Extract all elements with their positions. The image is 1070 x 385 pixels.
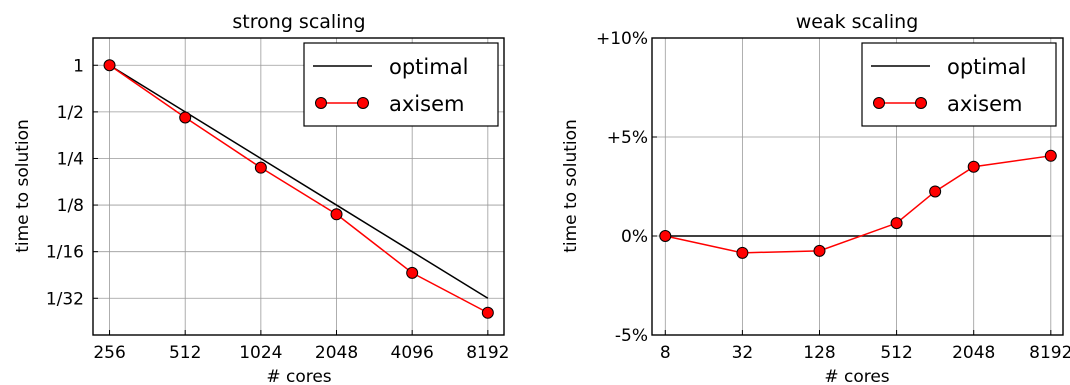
legend-box bbox=[303, 42, 499, 127]
legend-box bbox=[861, 42, 1057, 127]
x-axis-label: # cores bbox=[824, 367, 889, 385]
y-axis-label: time to solution bbox=[13, 119, 33, 253]
chart-title: weak scaling bbox=[796, 11, 919, 33]
x-tick-label: 128 bbox=[803, 343, 835, 363]
legend-optimal-label: optimal bbox=[947, 55, 1026, 79]
data-point-axisem bbox=[254, 161, 267, 174]
data-point-axisem bbox=[813, 244, 826, 257]
y-tick-label: 0% bbox=[621, 227, 648, 247]
data-point-axisem bbox=[481, 306, 494, 319]
series-line-optimal bbox=[109, 64, 489, 299]
y-tick-label: 1/32 bbox=[46, 289, 84, 309]
x-tick-label: 8192 bbox=[1029, 343, 1070, 363]
legend: optimal axisem bbox=[861, 42, 1057, 127]
data-point-axisem bbox=[103, 59, 116, 72]
x-tick-label: 1024 bbox=[239, 343, 282, 363]
y-tick-label: 1 bbox=[73, 56, 84, 76]
y-tick-label: +5% bbox=[607, 128, 648, 148]
y-tick-label: 1/2 bbox=[57, 103, 84, 123]
legend-axisem-label: axisem bbox=[947, 92, 1022, 116]
x-tick-label: 512 bbox=[880, 343, 912, 363]
x-tick-label: 8 bbox=[660, 343, 671, 363]
data-point-axisem bbox=[179, 111, 192, 124]
x-tick-label: 32 bbox=[732, 343, 754, 363]
weak-scaling-chart: weak scaling 8 32 128 512 2048 8192 -5% 0% +5% +1… bbox=[561, 11, 1070, 385]
data-point-axisem bbox=[736, 246, 749, 259]
data-point-axisem bbox=[929, 185, 942, 198]
series-line-axisem bbox=[665, 155, 1051, 254]
data-point-axisem bbox=[1044, 149, 1057, 162]
legend-axisem-marker bbox=[873, 97, 885, 109]
x-tick-label: 2048 bbox=[952, 343, 995, 363]
plot-frame bbox=[651, 37, 1064, 336]
legend-optimal-label: optimal bbox=[389, 55, 468, 79]
legend-axisem-label: axisem bbox=[389, 92, 464, 116]
legend: optimal axisem bbox=[303, 42, 499, 127]
data-point-axisem bbox=[967, 160, 980, 173]
legend-axisem-marker bbox=[357, 97, 369, 109]
data-point-axisem bbox=[330, 208, 343, 221]
x-tick-label: 256 bbox=[93, 343, 125, 363]
y-tick-label: -5% bbox=[615, 326, 648, 346]
legend-axisem-marker bbox=[915, 97, 927, 109]
chart-title: strong scaling bbox=[232, 11, 365, 33]
strong-scaling-chart: strong scaling 256 512 1024 2048 4096 8192 1 1/… bbox=[13, 11, 509, 385]
y-tick-label: 1/4 bbox=[57, 149, 84, 169]
data-point-axisem bbox=[890, 217, 903, 230]
y-axis-label: time to solution bbox=[561, 119, 581, 253]
x-tick-label: 8192 bbox=[466, 343, 509, 363]
y-tick-label: 1/16 bbox=[46, 243, 84, 263]
plot-frame bbox=[92, 37, 505, 336]
data-point-axisem bbox=[406, 266, 419, 279]
x-tick-label: 4096 bbox=[391, 343, 434, 363]
y-tick-label: 1/8 bbox=[57, 196, 84, 216]
x-tick-label: 2048 bbox=[315, 343, 358, 363]
x-tick-label: 512 bbox=[169, 343, 201, 363]
x-axis-label: # cores bbox=[266, 367, 331, 385]
series-line-axisem bbox=[109, 64, 489, 314]
data-point-axisem bbox=[659, 230, 672, 242]
legend-axisem-marker bbox=[315, 97, 327, 109]
y-tick-label: +10% bbox=[596, 29, 648, 49]
